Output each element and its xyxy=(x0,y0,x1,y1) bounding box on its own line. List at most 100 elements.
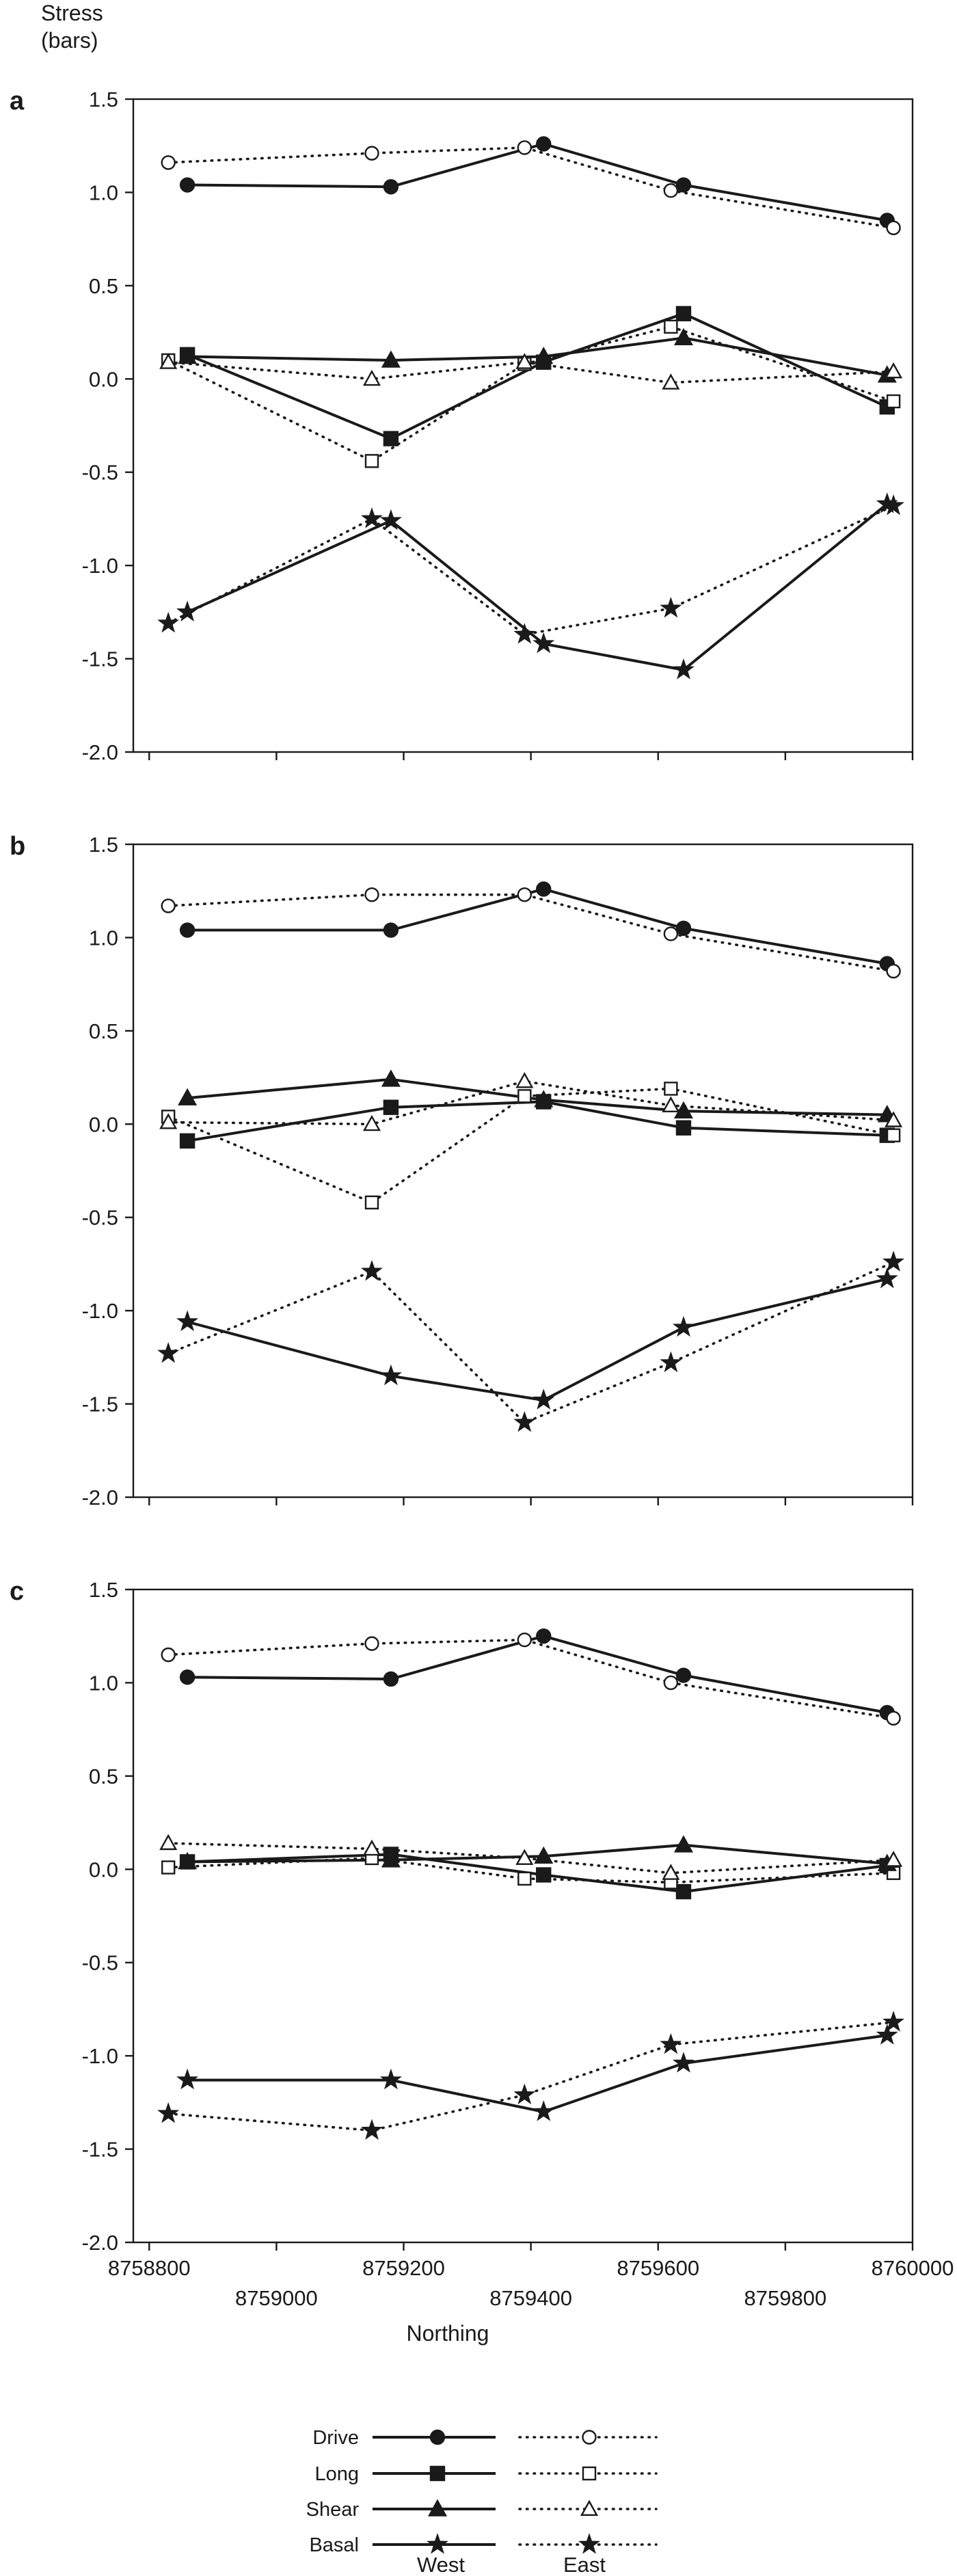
data-point-basal-west xyxy=(176,600,199,621)
legend-marker-east-drive xyxy=(582,2430,597,2445)
series-line-basal-west xyxy=(187,1277,888,1402)
legend-marker-west-shear xyxy=(427,2499,448,2517)
data-point-drive-east xyxy=(663,183,679,198)
data-point-drive-east xyxy=(517,140,533,155)
data-point-drive-east xyxy=(886,1710,901,1726)
series-line-basal-east xyxy=(167,504,895,636)
legend-label-drive: Drive xyxy=(312,2427,359,2449)
y-axis-title-line2: (bars) xyxy=(41,28,98,53)
data-point-drive-east xyxy=(886,220,901,235)
data-point-shear-east xyxy=(515,1849,534,1865)
legend-marker-east-long xyxy=(582,2466,597,2481)
data-point-drive-west xyxy=(383,179,399,195)
data-point-shear-west xyxy=(673,1835,694,1853)
data-point-shear-west xyxy=(178,1851,198,1870)
data-point-basal-west xyxy=(176,1310,199,1332)
data-point-basal-west xyxy=(379,1364,402,1386)
data-point-basal-east xyxy=(513,2083,536,2105)
y-tick-label: -0.5 xyxy=(82,1951,118,1975)
data-point-long-east xyxy=(364,1195,379,1210)
series-line-basal-east xyxy=(167,1261,895,1424)
panel-a-chart: a 1.5 1.0 0.5 0.0 -0.5 -1.0 -1.5 -2.0 xyxy=(10,87,914,764)
data-point-drive-west xyxy=(536,136,552,152)
data-point-shear-east xyxy=(662,1864,680,1880)
data-point-drive-west xyxy=(536,881,552,897)
y-tick-label: -0.5 xyxy=(82,1206,118,1230)
y-tick-label: -1.5 xyxy=(82,1393,118,1417)
y-tick-label: -2.0 xyxy=(82,2231,118,2255)
y-tick-label: -2.0 xyxy=(82,1486,118,1510)
data-point-long-east xyxy=(517,1871,532,1886)
data-point-basal-east xyxy=(360,2119,383,2140)
data-point-basal-east xyxy=(660,1351,682,1373)
y-tick-label: 0.5 xyxy=(89,1019,118,1043)
x-tick-label: 8759600 xyxy=(617,2256,699,2280)
data-point-drive-east xyxy=(364,146,379,161)
data-point-long-east xyxy=(364,454,379,468)
data-point-drive-east xyxy=(663,926,679,941)
data-point-basal-west xyxy=(672,2052,695,2073)
panel-b-chart: b 1.5 1.0 0.5 0.0 -0.5 -1.0 -1.5 -2.0 xyxy=(10,832,914,1510)
y-tick-label: 1.5 xyxy=(89,1578,118,1602)
data-point-drive-east xyxy=(886,963,901,979)
y-tick-label: 0.0 xyxy=(89,367,118,391)
x-tick-label: 8760000 xyxy=(872,2256,954,2280)
series-line-drive-west xyxy=(187,142,888,222)
data-point-basal-east xyxy=(157,611,180,633)
y-tick-label: -1.0 xyxy=(82,2044,118,2068)
y-tick-label: -1.0 xyxy=(82,554,118,578)
data-point-basal-east xyxy=(660,597,682,618)
data-point-basal-west xyxy=(533,2100,555,2121)
series-line-basal-east xyxy=(167,2021,895,2132)
data-point-shear-west xyxy=(381,350,401,368)
data-point-shear-east xyxy=(362,1114,381,1131)
data-point-long-east xyxy=(517,1089,532,1103)
panel-letter: b xyxy=(10,832,25,861)
data-point-drive-west xyxy=(179,922,196,938)
legend-group-west: West xyxy=(417,2553,465,2576)
data-point-long-east xyxy=(664,319,678,334)
data-point-basal-west xyxy=(876,1267,898,1289)
data-point-drive-east xyxy=(517,1632,533,1648)
data-point-long-west xyxy=(383,431,399,446)
data-point-basal-east xyxy=(882,1250,905,1272)
y-tick-label: 0.0 xyxy=(89,1112,118,1136)
data-point-shear-west xyxy=(381,1850,401,1868)
data-point-shear-east xyxy=(662,373,680,390)
data-point-shear-east xyxy=(362,369,381,386)
data-point-basal-west xyxy=(379,509,402,531)
data-point-shear-west xyxy=(673,1101,694,1118)
series-line-drive-west xyxy=(187,1635,888,1715)
y-tick-label: 1.0 xyxy=(89,1671,118,1695)
y-tick-label: -1.5 xyxy=(82,2138,118,2162)
legend-marker-west-basal xyxy=(426,2533,449,2554)
y-tick-label: -1.0 xyxy=(82,1299,118,1323)
series-line-shear-east xyxy=(167,1842,895,1875)
data-point-shear-east xyxy=(159,1834,178,1851)
plot-frame xyxy=(132,843,914,1499)
series-line-long-east xyxy=(167,325,895,463)
series-line-shear-east xyxy=(167,1079,895,1126)
series-line-drive-east xyxy=(167,146,895,230)
y-tick-label: 0.5 xyxy=(89,1765,118,1788)
x-tick-label: 8759200 xyxy=(362,2256,445,2280)
data-point-drive-east xyxy=(364,1636,379,1651)
data-point-basal-east xyxy=(882,2011,905,2032)
series-line-drive-west xyxy=(187,887,888,965)
data-point-drive-west xyxy=(383,922,399,938)
y-tick-label: 0.5 xyxy=(89,274,118,298)
legend-group-east: East xyxy=(563,2553,606,2576)
data-point-long-west xyxy=(383,1099,399,1115)
data-point-long-east xyxy=(161,1860,176,1875)
data-point-long-east xyxy=(886,394,901,409)
data-point-basal-east xyxy=(157,2102,180,2123)
y-tick-label: 1.5 xyxy=(89,88,118,111)
data-point-drive-west xyxy=(675,1667,692,1683)
x-axis-title: Northing xyxy=(407,2321,489,2346)
data-point-shear-west xyxy=(534,347,554,364)
data-point-drive-east xyxy=(663,1675,679,1691)
panel-letter: a xyxy=(10,87,25,116)
x-tick-label: 8758800 xyxy=(108,2256,191,2280)
data-point-shear-east xyxy=(885,1851,903,1867)
y-tick-label: 1.0 xyxy=(89,180,118,204)
